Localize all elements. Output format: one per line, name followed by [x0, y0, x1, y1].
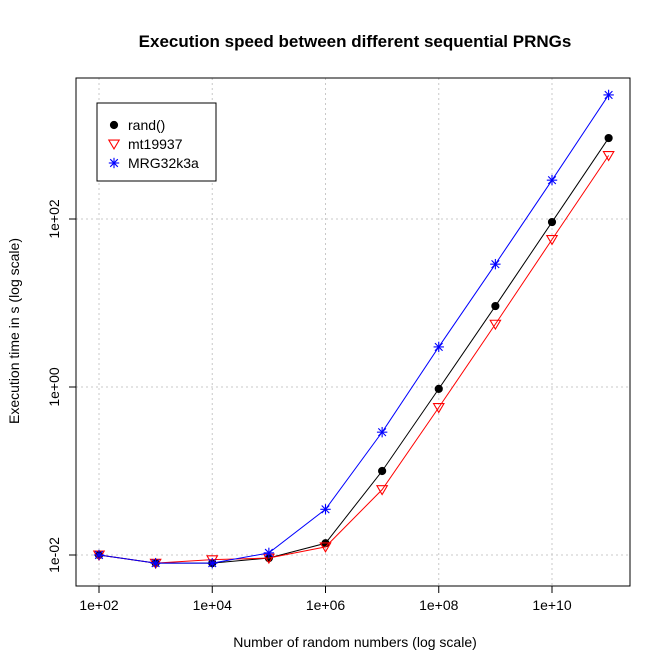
legend-label: MRG32k3a: [128, 155, 199, 171]
marker-stroke: [151, 558, 160, 568]
series-line: [98, 155, 610, 564]
legend-box: [96, 102, 217, 182]
marker-stroke: [604, 90, 613, 100]
data-point: [489, 319, 502, 331]
x-tick-label: 1e+04: [193, 597, 233, 613]
data-point: [263, 547, 275, 559]
data-point: [320, 504, 331, 515]
grid-lines: [76, 78, 630, 586]
data-point: [93, 549, 105, 561]
data-point: [604, 133, 613, 143]
marker-stroke: [94, 550, 104, 560]
series-line: [98, 137, 610, 564]
data-point: [433, 341, 444, 353]
axes: 1e+02 1e+04 1e+06 1e+08 1e+10 1e-02 1e+00 1e+02: [46, 199, 572, 613]
series-mrg32k3a: [93, 89, 614, 569]
chart-title: Execution speed between different sequen…: [139, 32, 572, 51]
marker-stroke: [321, 505, 330, 514]
legend: rand() mt19937 MRG32k3a: [96, 102, 217, 182]
y-tick-label: 1e+00: [46, 367, 62, 407]
data-point: [545, 235, 559, 246]
x-tick-label: 1e+06: [306, 597, 346, 613]
marker-stroke: [109, 158, 119, 168]
marker-stroke: [208, 558, 217, 568]
data-point: [546, 174, 558, 186]
series-line: [98, 94, 610, 564]
data-series: [92, 89, 615, 570]
y-axis-label: Execution time in s (log scale): [6, 238, 22, 424]
series-rand: [94, 133, 613, 568]
y-tick-label: 1e-02: [46, 537, 62, 573]
data-point: [547, 217, 557, 227]
series-mt19937: [92, 151, 615, 570]
marker-stroke: [264, 548, 274, 558]
y-tick-label: 1e+02: [46, 199, 62, 239]
data-point: [376, 426, 388, 438]
x-axis-label: Number of random numbers (log scale): [233, 634, 477, 650]
x-tick-label: 1e+08: [419, 597, 459, 613]
x-tick-label: 1e+10: [532, 597, 572, 613]
data-point: [150, 557, 161, 569]
data-point: [375, 485, 389, 496]
legend-symbol: [108, 157, 120, 169]
data-point: [603, 89, 614, 101]
data-point: [491, 301, 500, 311]
data-point: [319, 542, 332, 553]
marker-stroke: [377, 427, 387, 437]
data-point: [207, 557, 218, 569]
legend-label: rand(): [128, 117, 165, 133]
data-point: [490, 258, 501, 270]
marker-stroke: [491, 259, 500, 269]
legend-symbol: [109, 120, 119, 130]
data-point: [378, 466, 387, 476]
marker-stroke: [434, 342, 443, 352]
data-point: [602, 151, 615, 162]
data-point: [432, 403, 445, 414]
legend-label: mt19937: [128, 136, 183, 152]
data-point: [434, 384, 443, 393]
legend-symbol: [107, 139, 121, 151]
x-tick-label: 1e+02: [79, 597, 119, 613]
marker-stroke: [547, 175, 557, 185]
